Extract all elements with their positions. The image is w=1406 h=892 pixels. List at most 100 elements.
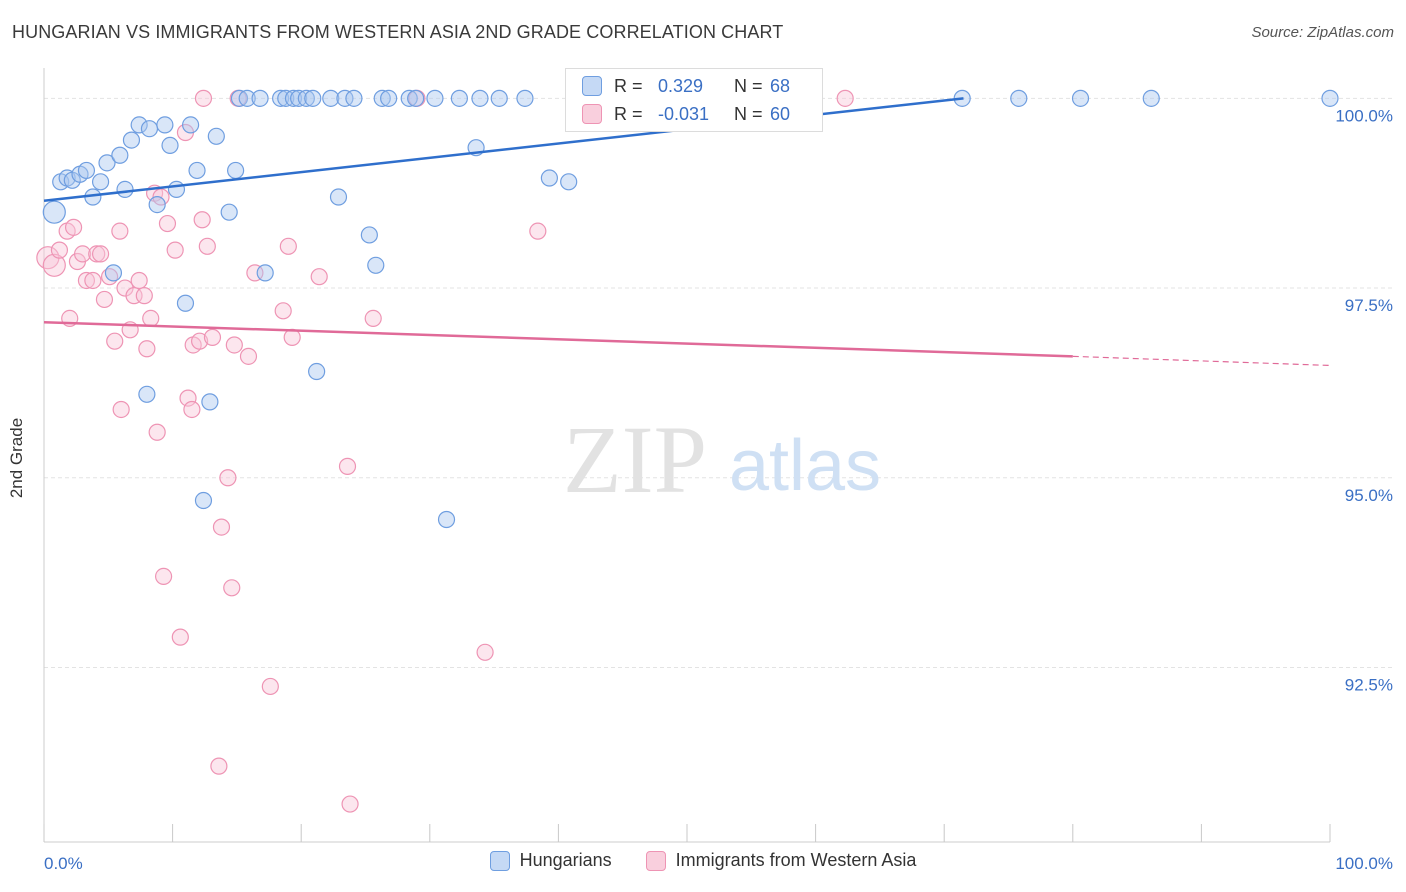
hungarians-point-17 (161, 136, 179, 154)
immigrants-point-32 (179, 389, 197, 407)
immigrants-point-40 (212, 518, 231, 536)
hungarians-point-9 (104, 264, 123, 282)
hungarians-point-55 (540, 169, 558, 187)
hungarians-point-0 (42, 200, 66, 224)
legend-label-immigrants: Immigrants from Western Asia (675, 850, 917, 870)
hungarians-point-15 (148, 195, 166, 214)
legend-label-hungarians: Hungarians (519, 850, 612, 870)
stats-row-immigrants: R = -0.031 N = 60 (582, 99, 790, 129)
immigrants-point-57 (529, 222, 547, 240)
y-tick-label-2: 95.0% (1345, 486, 1393, 505)
axes (43, 68, 1331, 843)
hungarians-point-40 (336, 89, 354, 107)
watermark-atlas: atlas (729, 426, 881, 506)
immigrants-point-47 (261, 677, 279, 696)
watermark-zip: ZIP (563, 406, 707, 513)
legend-item-immigrants[interactable]: Immigrants from Western Asia (645, 850, 917, 871)
immigrants-point-27 (154, 567, 173, 586)
immigrants-point-48 (274, 302, 292, 320)
stats-box: R = 0.329 N = 68 R = -0.031 N = 60 (565, 68, 823, 132)
stats-row-hungarians: R = 0.329 N = 68 (582, 71, 790, 101)
immigrants-point-21 (135, 287, 153, 305)
grid-lines (44, 97, 1394, 668)
hungarians-n-label: N = (734, 75, 763, 96)
hungarians-point-7 (91, 173, 110, 191)
immigrants-point-54 (364, 309, 382, 328)
legend-swatch-immigrants (645, 850, 666, 871)
hungarians-point-35 (297, 89, 315, 107)
hungarians-point-19 (176, 294, 195, 312)
hungarians-r-value: 0.329 (658, 75, 704, 96)
immigrants-point-37 (198, 237, 216, 255)
hungarians-point-26 (227, 161, 245, 180)
hungarians-point-36 (304, 89, 322, 107)
immigrants-r-value: -0.031 (658, 103, 710, 124)
hungarians-point-16 (156, 116, 174, 134)
hungarians-point-8 (98, 154, 116, 172)
hungarians-point-39 (329, 188, 348, 206)
immigrants-point-28 (158, 214, 177, 233)
immigrants-point-2 (50, 241, 69, 259)
trend-lines (43, 97, 1331, 367)
immigrants-point-35 (191, 332, 209, 350)
immigrants-point-11 (91, 245, 110, 263)
immigrants-point-12 (95, 290, 114, 309)
hungarians-point-43 (367, 256, 385, 274)
immigrants-point-8 (77, 271, 96, 290)
hungarians-point-5 (77, 161, 96, 180)
hungarians-point-25 (220, 203, 238, 221)
hungarians-point-20 (182, 116, 200, 134)
x-tick-label-1: 100.0% (1335, 854, 1393, 873)
immigrants-point-15 (111, 222, 129, 240)
immigrants-point-7 (73, 245, 92, 263)
hungarians-point-68 (1321, 89, 1339, 107)
immigrants-point-59 (194, 89, 213, 107)
immigrants-point-56 (476, 643, 494, 661)
hungarians-point-21 (188, 161, 206, 180)
hungarians-point-38 (322, 89, 340, 107)
hungarians-point-66 (1071, 89, 1090, 107)
immigrants-point-51 (310, 268, 328, 286)
hungarians-point-12 (122, 131, 141, 149)
hungarians-point-65 (1010, 89, 1028, 107)
hungarians-point-11 (116, 180, 134, 199)
hungarians-point-23 (201, 393, 219, 411)
hungarians-point-29 (251, 89, 269, 107)
immigrants-r-label: R = (614, 103, 643, 124)
y-tick-label-3: 92.5% (1345, 675, 1393, 694)
hungarians-point-54 (516, 89, 534, 107)
immigrants-point-22 (138, 340, 156, 358)
immigrants-point-1 (42, 253, 66, 277)
source-label: Source: ZipAtlas.com (1251, 24, 1394, 41)
immigrants-point-23 (142, 309, 160, 328)
immigrants-point-41 (219, 469, 237, 487)
immigrants-points (36, 89, 854, 813)
legend-item-hungarians[interactable]: Hungarians (489, 850, 612, 871)
hungarians-point-24 (207, 127, 225, 145)
hungarians-point-31 (272, 89, 290, 107)
hungarians-point-13 (130, 116, 148, 134)
hungarians-point-41 (345, 89, 363, 107)
hungarians-point-49 (437, 510, 456, 529)
hungarians-point-48 (426, 89, 444, 107)
immigrants-point-52 (338, 457, 357, 475)
hungarians-point-44 (373, 89, 391, 107)
y-tick-label-1: 97.5% (1345, 296, 1393, 315)
immigrants-point-45 (239, 347, 258, 365)
immigrants-point-58 (836, 89, 854, 107)
immigrants-point-30 (171, 628, 189, 646)
immigrants-n-label: N = (734, 103, 763, 124)
immigrants-point-42 (223, 579, 241, 597)
immigrants-point-10 (88, 245, 106, 263)
immigrants-point-25 (148, 423, 166, 441)
immigrants-point-14 (106, 332, 124, 350)
tick-labels: 100.0% 97.5% 95.0% 92.5% 0.0% 100.0% (44, 106, 1393, 873)
immigrants-point-33 (183, 400, 201, 419)
immigrants-point-43 (225, 336, 243, 354)
legend: Hungarians Immigrants from Western Asia (0, 850, 1406, 871)
hungarians-n-value: 68 (770, 75, 791, 96)
immigrants-point-20 (130, 271, 148, 290)
hungarians-point-37 (308, 362, 326, 381)
hungarians-point-69 (138, 385, 156, 403)
